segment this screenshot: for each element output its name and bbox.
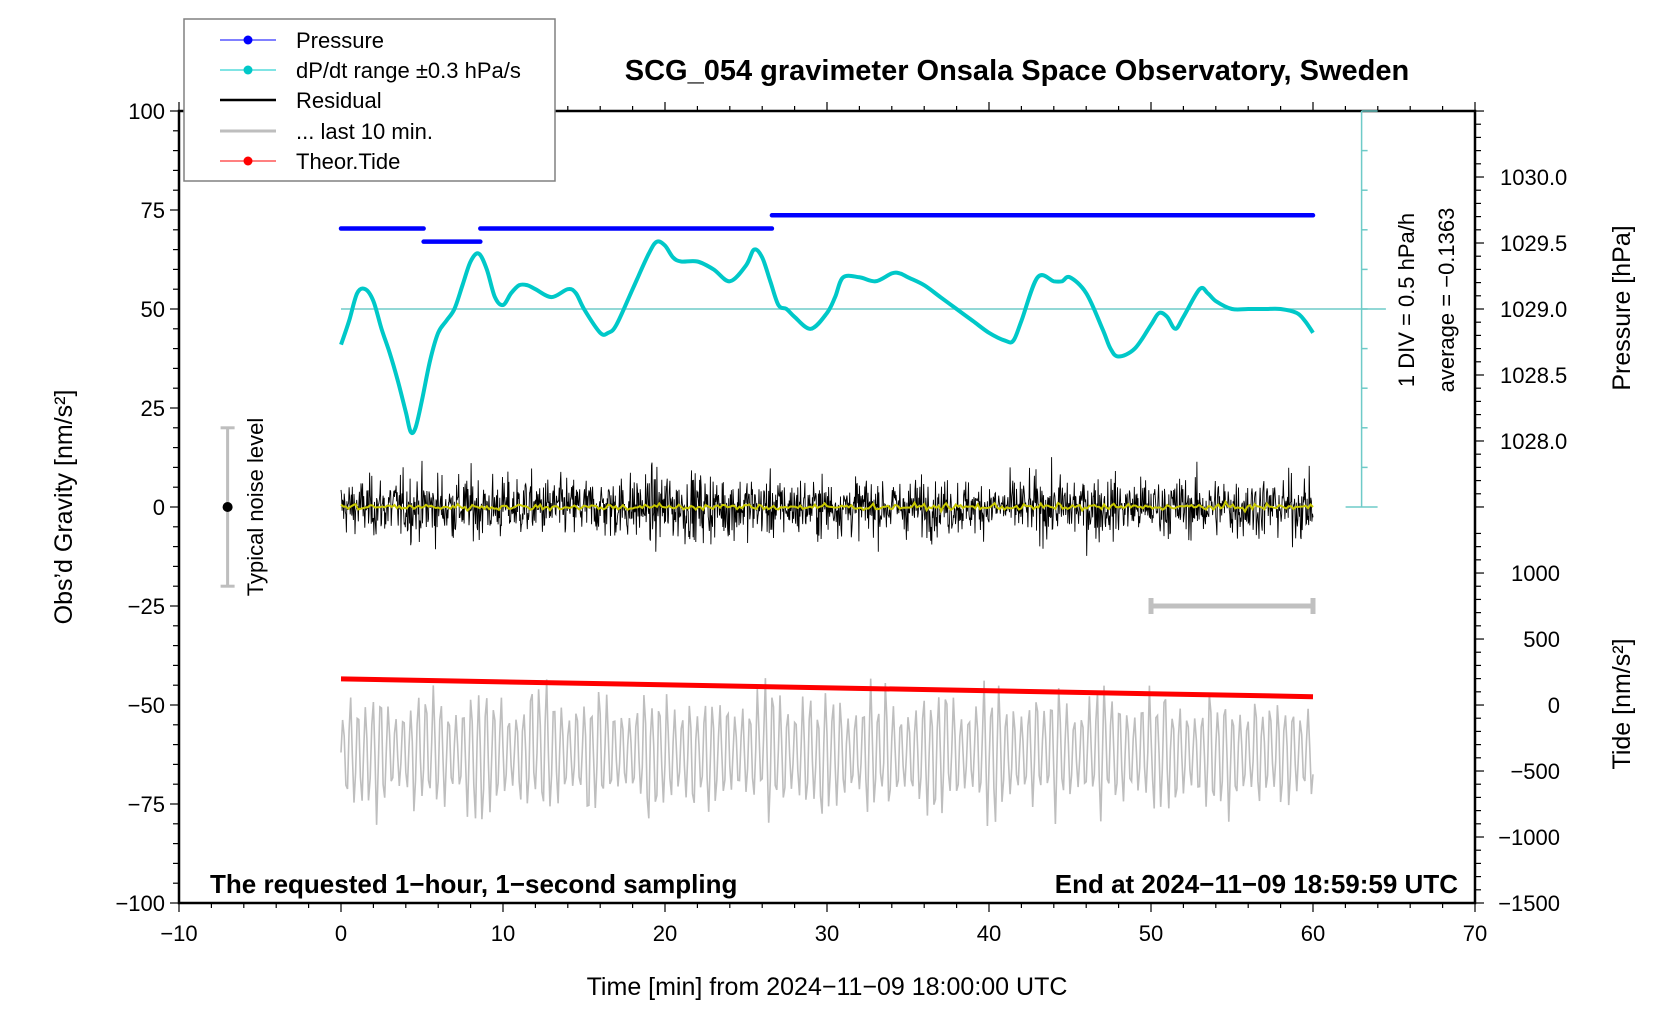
legend-label-last10: ... last 10 min. — [296, 119, 433, 144]
dpdt-series — [339, 239, 1386, 436]
tide-tick-label: −1500 — [1498, 891, 1560, 916]
x-tick-label: 10 — [491, 921, 515, 946]
x-axis-label: Time [min] from 2024−11−09 18:00:00 UTC — [587, 973, 1068, 1001]
noise-center-dot — [222, 502, 233, 512]
noise-level-label: Typical noise level — [243, 418, 268, 597]
y-tick-label: −25 — [128, 594, 165, 619]
x-tick-label: 50 — [1139, 921, 1163, 946]
y-axis-label-pressure: Pressure [hPa] — [1608, 225, 1636, 390]
x-tick-label: 20 — [653, 921, 677, 946]
residual-line — [340, 457, 1314, 556]
residual-smoothed-series — [340, 499, 1314, 514]
pressure-tick-label: 1030.0 — [1500, 165, 1567, 190]
pressure-series — [338, 213, 1316, 244]
y-tick-label: −50 — [128, 693, 165, 718]
legend-marker-tide — [243, 156, 253, 166]
legend-entry-residual: Residual — [220, 88, 382, 113]
dpdt-average-label: average = −0.1363 — [1434, 208, 1459, 393]
y-tick-label: 100 — [128, 99, 165, 124]
dpdt-div-label: 1 DIV = 0.5 hPa/h — [1394, 213, 1419, 387]
pressure-tick-label: 1028.5 — [1500, 363, 1567, 388]
axis-tick-labels: −10 0 10 20 30 40 50 60 701007550250−25−50−75−10… — [115, 99, 1567, 946]
dpdt-line — [339, 239, 1315, 436]
residual-smoothed-line — [340, 499, 1314, 514]
legend-label-pressure: Pressure — [296, 28, 384, 53]
pressure-tick-label: 1029.0 — [1500, 297, 1567, 322]
x-tick-label: 60 — [1301, 921, 1325, 946]
legend-entry-last10: ... last 10 min. — [220, 119, 433, 144]
legend-marker-pressure — [243, 35, 253, 45]
y-axis-label-tide: Tide [nm/s²] — [1608, 638, 1636, 769]
tide-tick-label: 500 — [1523, 627, 1560, 652]
legend-marker-dpdt — [243, 65, 253, 75]
y-tick-label: 50 — [141, 297, 165, 322]
tide-tick-label: 1000 — [1511, 561, 1560, 586]
tide-line — [340, 676, 1314, 700]
y-axis-label-left: Obs’d Gravity [nm/s²] — [50, 390, 78, 625]
legend: Pressure dP/dt range ±0.3 hPa/s Residual… — [183, 18, 556, 182]
y-tick-label: 25 — [141, 396, 165, 421]
legend-label-dpdt: dP/dt range ±0.3 hPa/s — [296, 58, 521, 83]
residual-series — [340, 457, 1314, 556]
last-10-min-series — [340, 678, 1314, 827]
legend-label-residual: Residual — [296, 88, 382, 113]
end-time-annotation: End at 2024−11−09 18:59:59 UTC — [1055, 869, 1458, 899]
x-tick-label: 30 — [815, 921, 839, 946]
tide-tick-label: −1000 — [1498, 825, 1560, 850]
pressure-tick-label: 1029.5 — [1500, 231, 1567, 256]
legend-entry-pressure: Pressure — [220, 28, 384, 53]
x-tick-label: −10 — [160, 921, 197, 946]
pressure-tick-label: 1028.0 — [1500, 429, 1567, 454]
y-tick-label: 75 — [141, 198, 165, 223]
legend-entry-dpdt: dP/dt range ±0.3 hPa/s — [220, 58, 521, 83]
y-tick-label: −75 — [128, 792, 165, 817]
tide-tick-label: 0 — [1548, 693, 1560, 718]
last-10-min-line — [340, 678, 1314, 827]
chart-title: SCG_054 gravimeter Onsala Space Observat… — [625, 55, 1409, 87]
sampling-annotation: The requested 1−hour, 1−second sampling — [210, 869, 737, 899]
x-tick-label: 70 — [1463, 921, 1487, 946]
tide-tick-label: −500 — [1510, 759, 1560, 784]
y-tick-label: −100 — [115, 891, 165, 916]
y-tick-label: 0 — [153, 495, 165, 520]
chart-extras — [220, 110, 1378, 614]
theor-tide-series — [340, 676, 1314, 700]
x-tick-label: 0 — [335, 921, 347, 946]
x-tick-label: 40 — [977, 921, 1001, 946]
legend-entry-tide: Theor.Tide — [220, 149, 400, 174]
legend-label-tide: Theor.Tide — [296, 149, 400, 174]
